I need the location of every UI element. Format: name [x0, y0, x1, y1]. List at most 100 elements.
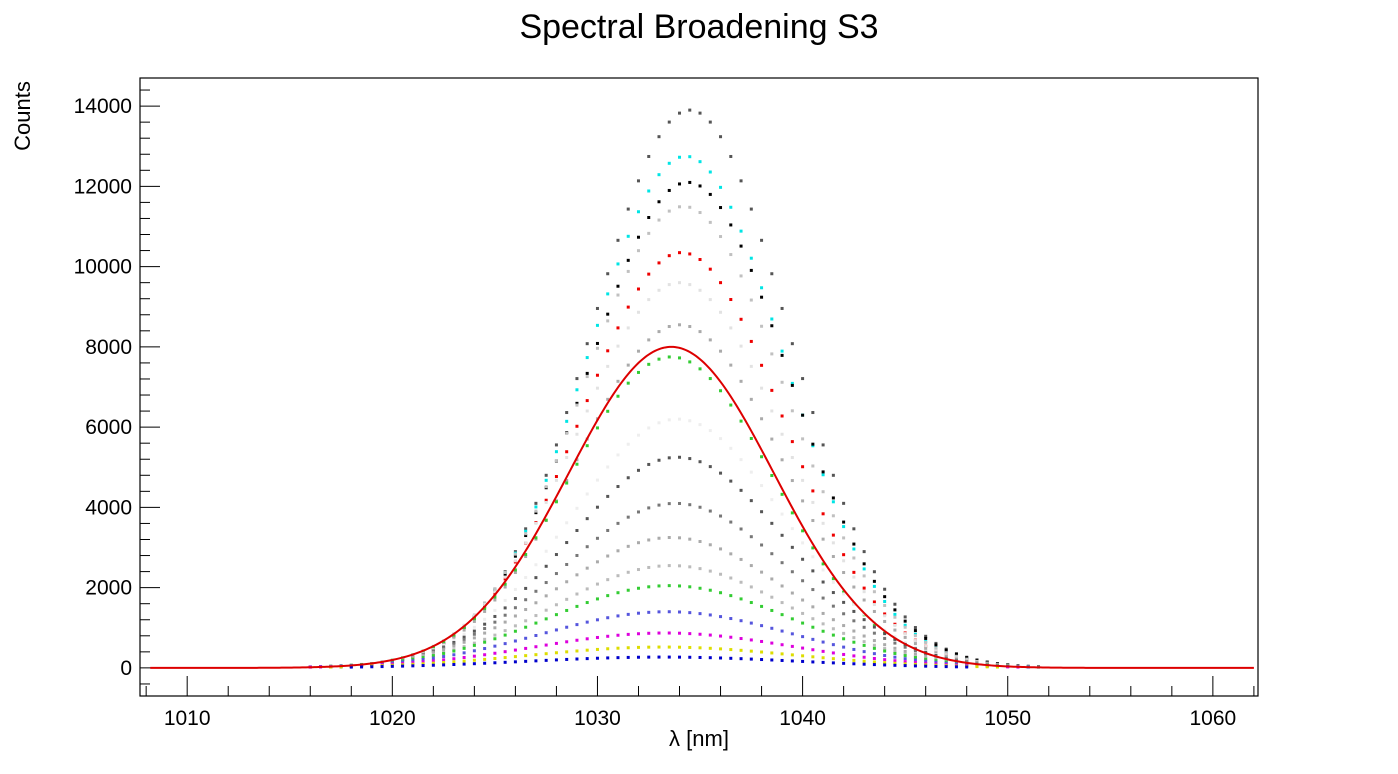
data-point: [472, 641, 476, 645]
data-point: [442, 642, 446, 646]
data-point: [811, 546, 815, 550]
data-point: [903, 657, 907, 661]
data-point: [811, 660, 815, 664]
data-point: [862, 567, 866, 571]
data-point: [616, 293, 620, 297]
data-point: [585, 375, 589, 379]
data-point: [647, 631, 651, 635]
data-point: [872, 652, 876, 656]
data-point: [780, 643, 784, 647]
data-point: [729, 154, 733, 158]
data-point: [503, 650, 507, 654]
data-point: [739, 344, 743, 348]
data-point: [708, 509, 712, 513]
data-point: [554, 587, 558, 591]
data-point: [729, 594, 733, 598]
data-point: [472, 658, 476, 662]
data-point: [575, 553, 579, 557]
data-point: [893, 651, 897, 655]
data-point: [667, 536, 671, 540]
data-point: [893, 635, 897, 639]
data-point: [801, 557, 805, 561]
data-point: [842, 553, 846, 557]
data-point: [442, 651, 446, 655]
x-tick-label: 1050: [984, 707, 1031, 730]
data-point: [770, 658, 774, 662]
data-point: [790, 511, 794, 515]
data-point: [924, 659, 928, 663]
data-point: [657, 645, 661, 649]
data-point: [595, 560, 599, 564]
data-point: [565, 562, 569, 566]
data-point: [513, 568, 517, 572]
data-point: [462, 632, 466, 636]
data-point: [575, 424, 579, 428]
data-point: [606, 616, 610, 620]
data-point: [883, 658, 887, 662]
data-point: [565, 419, 569, 423]
data-point: [770, 608, 774, 612]
data-point: [913, 649, 917, 653]
data-point: [913, 626, 917, 630]
data-point: [678, 323, 682, 327]
data-point: [606, 594, 610, 598]
data-point: [585, 342, 589, 346]
data-point: [421, 653, 425, 657]
data-point: [503, 582, 507, 586]
data-point: [678, 111, 682, 115]
x-tick-label: 1030: [574, 707, 621, 730]
data-point: [811, 489, 815, 493]
data-point: [606, 465, 610, 469]
data-point: [462, 637, 466, 641]
data-point: [657, 288, 661, 292]
data-point: [801, 646, 805, 650]
data-point: [636, 586, 640, 590]
data-point: [842, 624, 846, 628]
data-point: [657, 200, 661, 204]
data-point: [893, 659, 897, 663]
data-point: [503, 570, 507, 574]
data-point: [698, 367, 702, 371]
data-point: [883, 647, 887, 651]
data-point: [852, 640, 856, 644]
data-point: [831, 541, 835, 545]
data-point: [770, 324, 774, 328]
data-point: [575, 573, 579, 577]
data-point: [616, 379, 620, 383]
data-point: [801, 413, 805, 417]
data-point: [636, 249, 640, 253]
data-point: [852, 556, 856, 560]
data-point: [636, 370, 640, 374]
data-point: [452, 649, 456, 653]
data-point: [821, 629, 825, 633]
data-point: [678, 417, 682, 421]
x-tick-label: 1060: [1190, 707, 1237, 730]
data-point: [842, 501, 846, 505]
data-point: [626, 381, 630, 385]
data-point: [821, 596, 825, 600]
data-point: [780, 613, 784, 617]
data-point: [698, 423, 702, 427]
data-point: [760, 386, 764, 390]
data-point: [513, 571, 517, 575]
data-point: [462, 628, 466, 632]
data-point: [831, 633, 835, 637]
data-point: [913, 629, 917, 633]
data-point: [657, 536, 661, 540]
data-point: [883, 649, 887, 653]
data-point: [595, 635, 599, 639]
data-point: [595, 386, 599, 390]
data-point: [749, 535, 753, 539]
data-point: [698, 111, 702, 115]
data-point: [811, 637, 815, 641]
data-point: [760, 570, 764, 574]
data-point: [831, 555, 835, 559]
data-point: [780, 629, 784, 633]
data-point: [606, 349, 610, 353]
data-point: [821, 622, 825, 626]
data-point: [647, 585, 651, 589]
data-point: [503, 656, 507, 660]
data-point: [575, 604, 579, 608]
data-point: [770, 577, 774, 581]
series-1: [339, 155, 1041, 669]
